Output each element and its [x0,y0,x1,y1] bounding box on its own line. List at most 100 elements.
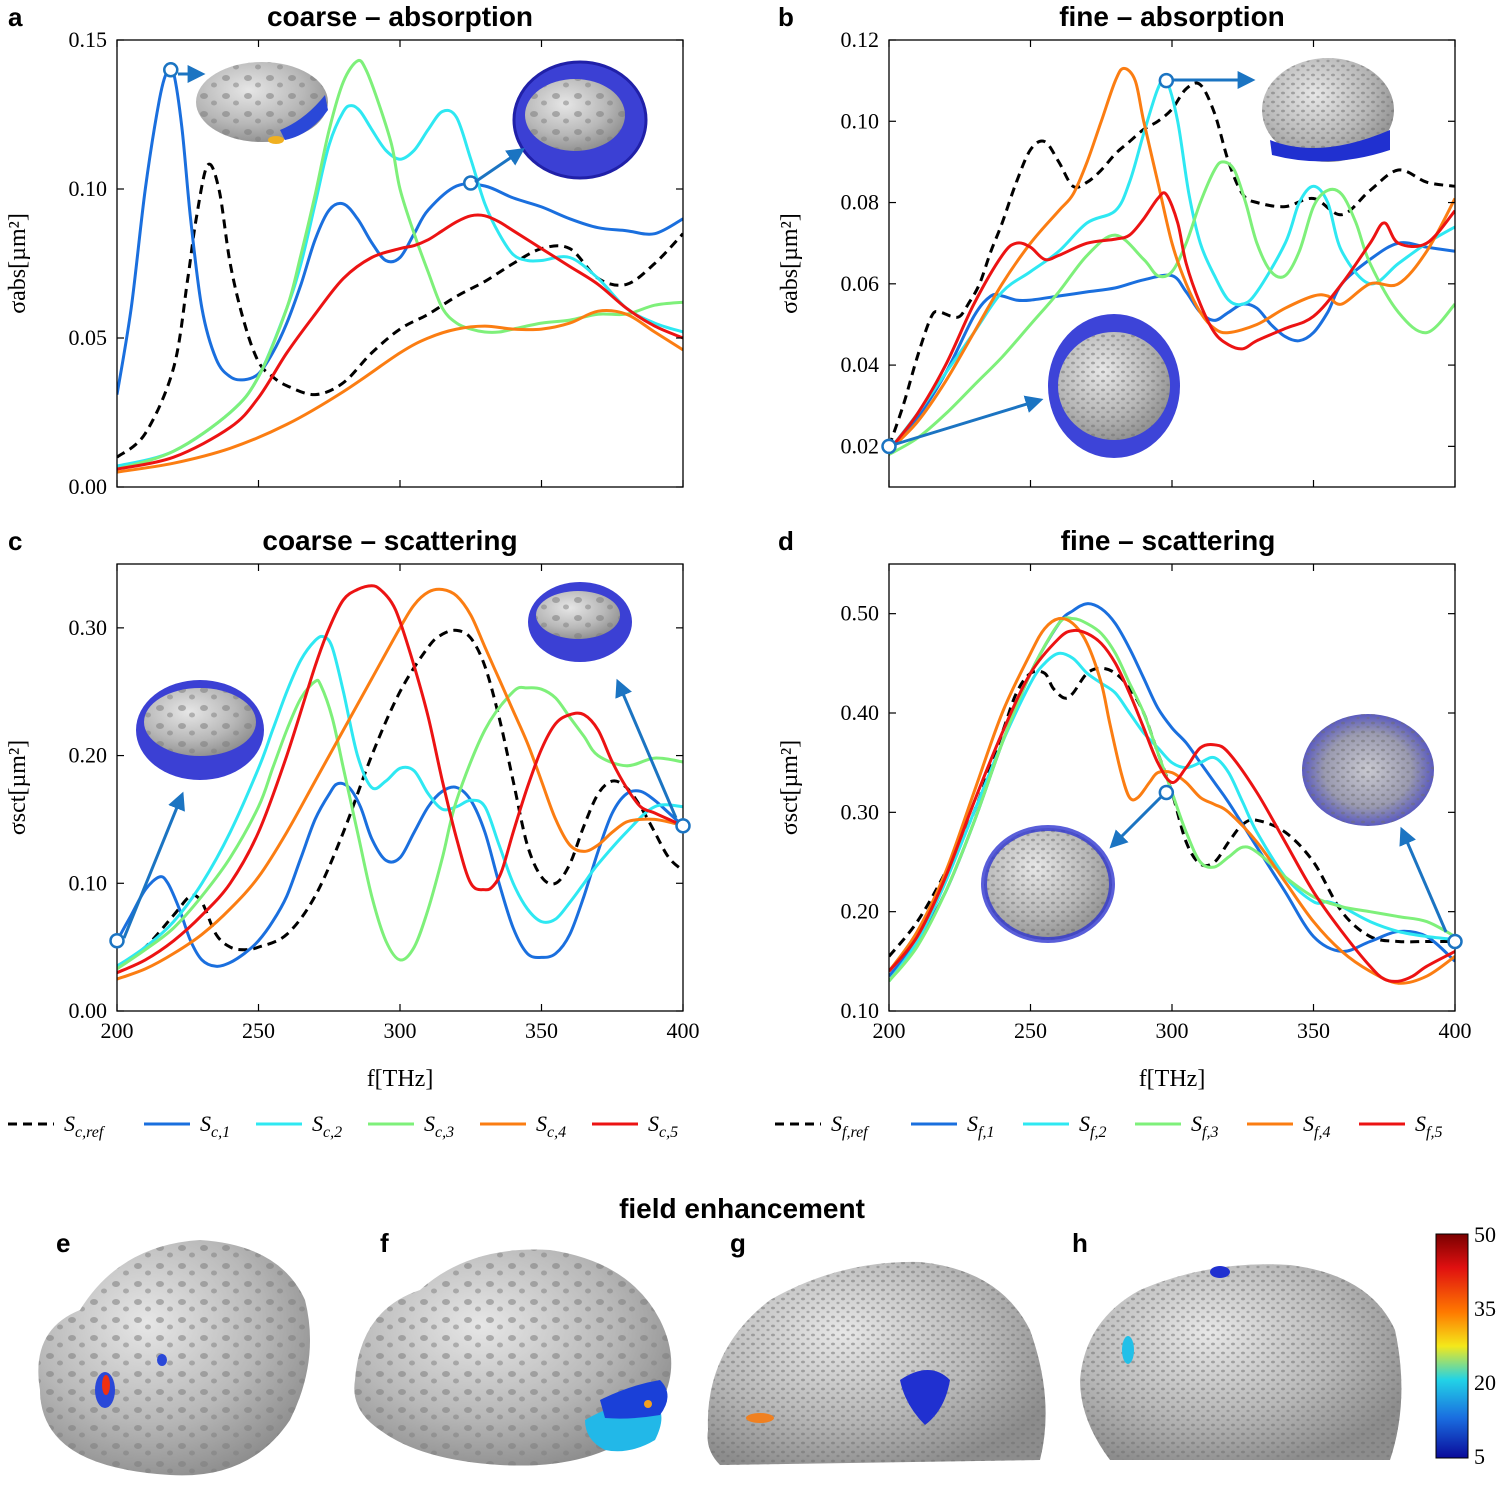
marker-circle-b-1 [1158,72,1175,89]
inset-c-left [136,680,264,780]
chart-b-series-group [889,66,1455,456]
panel-b-header: b fine – absorption [778,1,1285,32]
legend-label-fine-s1: Sf,1 [967,1111,994,1141]
y-axis-label-c: σsct[µm²] [5,740,31,835]
panel-a-title: coarse – absorption [267,1,533,32]
inset-a-left [196,62,328,144]
y-tick-label-b-5: 0.12 [841,27,880,52]
y-tick-label-b-1: 0.04 [841,352,880,377]
field-render-f [354,1249,672,1466]
y-tick-label-b-3: 0.08 [841,190,880,215]
series-line-d-s4 [889,616,1455,985]
chart-a: 0.00 0.05 0.10 0.15 σabs[µm²] [5,27,684,499]
panel-letter-h: h [1072,1228,1088,1258]
panel-c-header: c coarse – scattering [8,525,518,556]
y-tick-label-d-0: 0.10 [841,998,880,1023]
series-line-d-ref [889,666,1455,958]
chart-d: 200 250 300 350 400 0.10 0.20 0.30 0.40 0.50 σsct[… [777,563,1472,1043]
panel-letter-b: b [778,2,794,32]
inset-c-right [528,582,632,662]
y-tick-label-c-2: 0.20 [69,743,108,768]
legend-label-coarse-s3: Sc,3 [424,1111,454,1141]
field-render-e [38,1240,310,1476]
legend-label-fine-s5: Sf,5 [1415,1111,1442,1141]
legend-label-fine-s4: Sf,4 [1303,1111,1330,1141]
chart-c-series-group [117,584,683,981]
panel-letter-g: g [730,1228,746,1258]
series-line-a-s4 [117,309,683,474]
legend-label-coarse-ref: Sc,ref [64,1111,106,1141]
y-axis-label-b: σabs[µm²] [777,213,803,314]
series-line-b-s3 [889,160,1455,456]
inset-a-right [512,60,648,180]
legend-label-fine-s2: Sf,2 [1079,1111,1106,1141]
series-line-c-s5 [117,584,683,975]
colorbar: 50 35 20 5 [1435,1222,1496,1469]
y-tick-label-a-0: 0.00 [69,474,108,499]
colorbar-tick-50: 50 [1474,1222,1496,1247]
y-tick-label-b-0: 0.02 [841,433,880,458]
y-tick-label-d-4: 0.50 [841,601,880,626]
legend-label-coarse-s5: Sc,5 [648,1111,678,1141]
legend-fine: Sf,ref Sf,1 Sf,2 Sf,3 Sf,4 Sf,5 [775,1111,1442,1141]
y-tick-label-d-2: 0.30 [841,799,880,824]
legend-label-coarse-s2: Sc,2 [312,1111,342,1141]
y-tick-label-c-0: 0.00 [69,998,108,1023]
field-enhancement-title: field enhancement [619,1193,865,1224]
marker-circle-b-0 [881,438,897,455]
x-tick-label-c-400: 400 [667,1018,700,1043]
series-line-c-ref [117,628,683,968]
y-tick-label-a-2: 0.10 [69,176,108,201]
x-tick-label-d-400: 400 [1439,1018,1472,1043]
x-tick-label-c-200: 200 [101,1018,134,1043]
field-render-g [707,1261,1046,1465]
inset-arrows [122,65,1448,939]
series-line-c-s1 [117,781,683,968]
y-axis-label-d: σsct[µm²] [777,740,803,835]
series-line-a-s3 [117,58,683,471]
y-axis-label-a: σabs[µm²] [5,213,31,314]
colorbar-tick-5: 5 [1474,1444,1485,1469]
y-tick-label-a-1: 0.05 [69,325,108,350]
x-axis-label-d: f[THz] [1139,1066,1206,1092]
legend-label-coarse-s1: Sc,1 [200,1111,230,1141]
colorbar-tick-20: 20 [1474,1370,1496,1395]
x-tick-label-d-200: 200 [873,1018,906,1043]
colorbar-tick-35: 35 [1474,1296,1496,1321]
series-line-c-s4 [117,587,683,981]
panel-letter-a: a [8,2,23,32]
chart-d-series-group [889,602,1455,985]
marker-circle-c-1 [675,818,691,834]
marker-circle-a-1 [463,175,479,191]
x-axis-label-c: f[THz] [367,1066,434,1092]
panel-b-title: fine – absorption [1059,1,1285,32]
inset-d-right [1302,714,1434,826]
y-tick-label-c-3: 0.30 [69,615,108,640]
marker-circle-d-1 [1447,933,1463,950]
panel-a-header: a coarse – absorption [8,1,533,32]
y-tick-label-d-3: 0.40 [841,700,880,725]
x-tick-label-d-350: 350 [1297,1018,1330,1043]
panel-letter-c: c [8,526,22,556]
series-line-a-s5 [117,213,683,471]
series-line-b-s2 [889,76,1455,452]
panel-d-header: d fine – scattering [778,525,1275,556]
y-tick-label-b-2: 0.06 [841,271,880,296]
field-render-h [1080,1264,1402,1460]
panel-letter-f: f [380,1228,389,1258]
marker-circle-a-0 [163,62,179,78]
series-line-a-ref [117,162,683,459]
series-line-d-s5 [889,628,1455,983]
series-line-b-ref [889,81,1455,447]
x-tick-label-d-250: 250 [1014,1018,1047,1043]
marker-circle-c-0 [109,933,125,949]
panel-letter-d: d [778,526,794,556]
y-tick-label-b-4: 0.10 [841,108,880,133]
series-line-b-s5 [889,191,1455,452]
legend-label-fine-ref: Sf,ref [831,1111,870,1141]
x-tick-label-c-250: 250 [242,1018,275,1043]
inset-d-left [981,825,1115,943]
legend-coarse: Sc,ref Sc,1 Sc,2 Sc,3 Sc,4 Sc,5 [8,1111,678,1141]
y-tick-label-a-3: 0.15 [69,27,108,52]
